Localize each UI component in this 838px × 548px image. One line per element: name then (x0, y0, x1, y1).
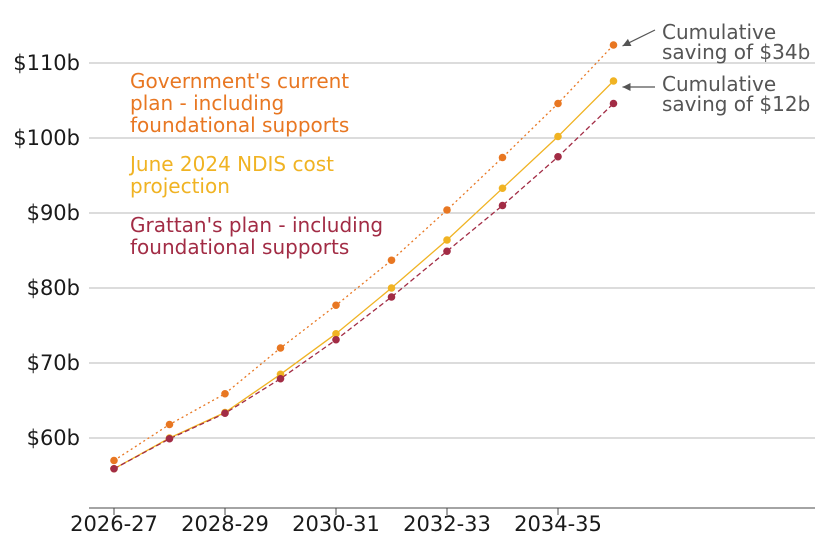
x-tick-label: 2028-29 (181, 512, 269, 536)
x-tick-label: 2034-35 (514, 512, 602, 536)
data-point (165, 420, 174, 429)
data-point (332, 329, 340, 338)
data-point (221, 409, 229, 418)
data-point (498, 201, 507, 210)
y-tick-label: $90b (27, 201, 80, 225)
legend-government-plan: Government's current plan - including fo… (130, 69, 350, 137)
data-point (609, 99, 618, 108)
data-point (609, 41, 618, 49)
data-point (276, 374, 285, 383)
data-point (387, 256, 396, 265)
data-point (498, 153, 507, 162)
x-tick-label: 2026-27 (70, 512, 158, 536)
data-point (221, 389, 229, 398)
data-point (387, 293, 396, 301)
annotation-line-2: saving of $12b (662, 92, 811, 116)
series-lines (113, 44, 614, 470)
data-point (443, 247, 451, 256)
y-tick-label: $80b (27, 276, 80, 300)
data-point (554, 152, 562, 161)
legend-grattan-plan: Grattan's plan - including foundational … (130, 213, 384, 259)
legend-june-2024-projection: June 2024 NDIS cost projection (130, 152, 334, 198)
annotation-line-2: saving of $34b (662, 40, 811, 64)
data-point (276, 344, 285, 352)
series-points (110, 41, 618, 473)
data-point (387, 284, 396, 292)
x-tick-label: 2032-33 (403, 512, 491, 536)
y-tick-label: $110b (13, 51, 80, 75)
data-point (554, 99, 562, 108)
y-tick-label: $100b (13, 126, 80, 150)
y-axis-ticks: $60b $70b $80b $90b $100b $110b (13, 51, 80, 450)
data-point (332, 335, 340, 344)
annotation-saving-34b: Cumulative saving of $34b (662, 22, 810, 62)
annotation-arrows (622, 29, 656, 91)
x-tick-label: 2030-31 (292, 512, 380, 536)
y-tick-label: $60b (27, 426, 80, 450)
data-point (110, 464, 118, 473)
gridlines (89, 62, 815, 439)
x-axis: 2026-27 2028-29 2030-31 2032-33 2034-35 (70, 507, 815, 536)
data-point (110, 456, 118, 465)
arrow-34b-head (622, 38, 632, 47)
data-point (609, 77, 618, 85)
series-line-1 (113, 80, 614, 470)
y-tick-label: $70b (27, 351, 80, 375)
data-point (554, 132, 562, 141)
annotation-saving-12b: Cumulative saving of $12b (662, 74, 810, 114)
annotation-line-1: Cumulative (662, 20, 777, 44)
arrow-12b-head (622, 83, 631, 91)
data-point (443, 236, 451, 244)
data-point (332, 301, 340, 310)
annotation-line-1: Cumulative (662, 72, 777, 96)
series-line-2 (113, 103, 614, 470)
data-point (165, 434, 174, 443)
data-point (498, 184, 507, 193)
data-point (443, 206, 451, 214)
